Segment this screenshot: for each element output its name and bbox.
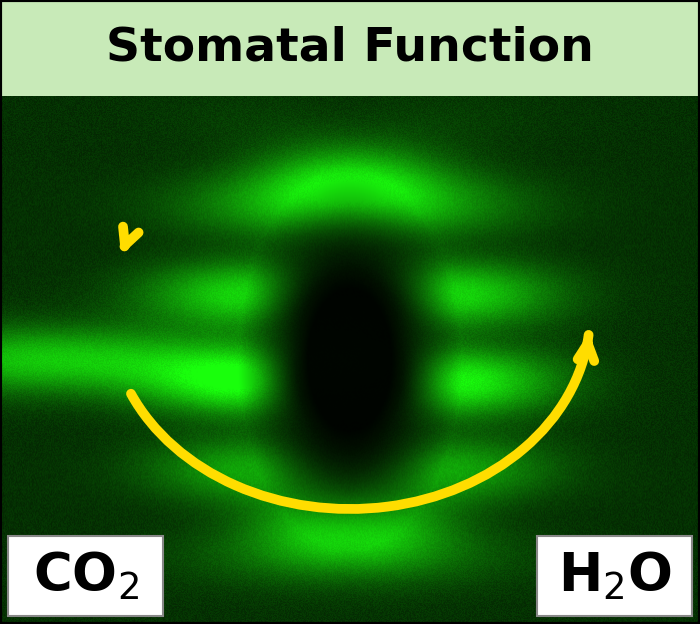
Bar [8,536,163,616]
Bar [537,536,692,616]
Text: H$_2$O: H$_2$O [558,550,671,602]
Bar [0,0,700,96]
Text: CO$_2$: CO$_2$ [32,550,139,602]
Text: Stomatal Function: Stomatal Function [106,26,594,71]
